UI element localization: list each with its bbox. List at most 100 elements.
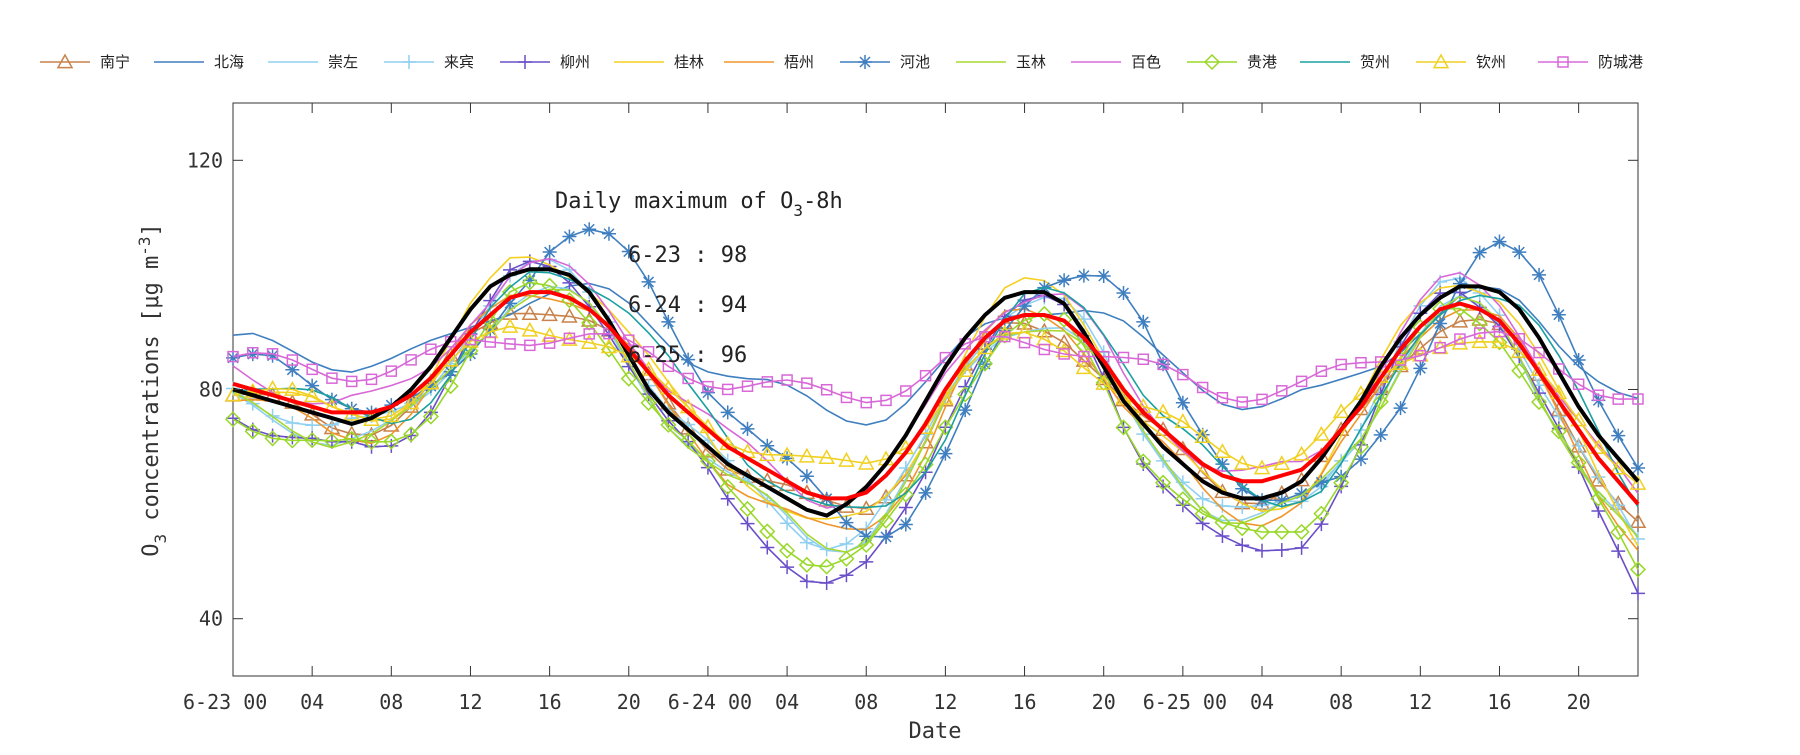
- marker-diamond: [304, 432, 321, 449]
- marker-asterisk: [958, 403, 973, 418]
- x-tick-label: 12: [933, 690, 957, 714]
- marker-asterisk: [681, 352, 696, 367]
- marker-asterisk: [483, 322, 498, 337]
- legend-label: 崇左: [328, 53, 358, 71]
- marker-square: [326, 372, 338, 384]
- marker-diamond: [680, 432, 697, 449]
- marker-diamond: [521, 274, 538, 291]
- marker-triangle: [600, 338, 618, 354]
- marker-diamond: [838, 550, 855, 567]
- marker-square: [840, 391, 853, 404]
- marker-triangle: [56, 53, 74, 69]
- marker-diamond: [1234, 520, 1251, 537]
- x-tick-label: 04: [1250, 690, 1274, 714]
- marker-diamond: [897, 486, 914, 503]
- legend-item: 柳州: [500, 53, 590, 71]
- marker-triangle: [996, 324, 1014, 340]
- marker-asterisk: [522, 273, 537, 288]
- marker-triangle: [521, 305, 539, 320]
- marker-asterisk: [799, 469, 814, 484]
- marker-asterisk: [661, 314, 676, 329]
- marker-asterisk: [285, 362, 300, 377]
- marker-plus: [1215, 498, 1230, 513]
- marker-asterisk: [463, 346, 478, 361]
- marker-diamond: [323, 432, 341, 450]
- marker-diamond: [1530, 393, 1548, 411]
- marker-asterisk: [858, 55, 872, 69]
- x-tick-label: 08: [1329, 690, 1353, 714]
- marker-triangle: [284, 380, 301, 396]
- marker-diamond: [264, 430, 281, 447]
- regional-series-line: [232, 290, 1640, 506]
- marker-square: [880, 394, 892, 407]
- marker-triangle: [956, 362, 974, 377]
- marker-square: [484, 336, 497, 348]
- marker-square: [1493, 325, 1506, 338]
- marker-asterisk: [1433, 316, 1448, 331]
- marker-plus: [799, 535, 814, 550]
- marker-triangle: [1154, 403, 1172, 419]
- marker-square: [1058, 348, 1070, 360]
- marker-diamond: [779, 542, 796, 559]
- marker-diamond: [284, 432, 301, 449]
- legend-item: 崇左: [268, 53, 358, 71]
- marker-diamond: [798, 556, 815, 573]
- marker-plus: [1156, 453, 1171, 468]
- marker-diamond: [877, 512, 895, 529]
- marker-triangle: [1590, 439, 1607, 454]
- marker-asterisk: [1314, 475, 1329, 490]
- marker-square: [543, 337, 556, 349]
- x-tick-label: 6-23 00: [183, 690, 267, 714]
- marker-plus: [839, 536, 854, 551]
- marker-plus: [1255, 543, 1270, 558]
- legend-label: 玉林: [1016, 53, 1046, 71]
- marker-triangle: [1214, 443, 1231, 459]
- marker-diamond: [739, 500, 756, 518]
- marker-triangle: [1273, 455, 1291, 470]
- marker-diamond: [1036, 305, 1053, 323]
- legend-label: 北海: [214, 53, 244, 71]
- marker-square: [227, 350, 239, 363]
- marker-square: [504, 338, 516, 350]
- marker-triangle: [1313, 425, 1330, 441]
- x-tick-label: 20: [1567, 690, 1591, 714]
- x-tick-label: 20: [617, 690, 641, 714]
- marker-triangle: [838, 451, 855, 467]
- marker-asterisk: [503, 296, 518, 311]
- marker-square: [1196, 381, 1209, 394]
- marker-triangle: [1471, 333, 1488, 349]
- marker-triangle: [1491, 333, 1508, 349]
- legend-label: 防城港: [1598, 53, 1643, 71]
- marker-square: [1335, 358, 1347, 371]
- marker-triangle: [976, 339, 994, 355]
- marker-plus: [1294, 540, 1309, 555]
- marker-triangle: [1194, 463, 1211, 479]
- marker-triangle: [541, 326, 558, 342]
- marker-plus: [1631, 586, 1645, 601]
- marker-square: [1177, 368, 1189, 381]
- marker-diamond: [699, 453, 716, 470]
- marker-asterisk: [423, 379, 438, 394]
- marker-diamond: [422, 408, 439, 425]
- marker-triangle: [303, 387, 321, 403]
- marker-square: [286, 354, 299, 366]
- marker-plus: [1235, 500, 1250, 515]
- marker-square: [1236, 396, 1248, 408]
- marker-asterisk: [245, 347, 260, 362]
- marker-asterisk: [1294, 486, 1309, 501]
- marker-diamond: [1352, 438, 1370, 455]
- legend-label: 梧州: [784, 53, 814, 71]
- y-tick-label: 80: [199, 378, 223, 402]
- marker-asterisk: [918, 485, 933, 500]
- legend-label: 钦州: [1476, 53, 1506, 71]
- marker-square: [563, 332, 576, 345]
- marker-plus: [1195, 516, 1210, 531]
- marker-square: [1632, 393, 1644, 405]
- marker-square: [1434, 341, 1446, 354]
- marker-asterisk: [1413, 361, 1428, 376]
- marker-diamond: [1590, 490, 1607, 507]
- marker-diamond: [1372, 393, 1389, 410]
- y-tick-label: 120: [187, 148, 223, 172]
- marker-triangle: [778, 446, 796, 462]
- marker-asterisk: [1512, 245, 1527, 260]
